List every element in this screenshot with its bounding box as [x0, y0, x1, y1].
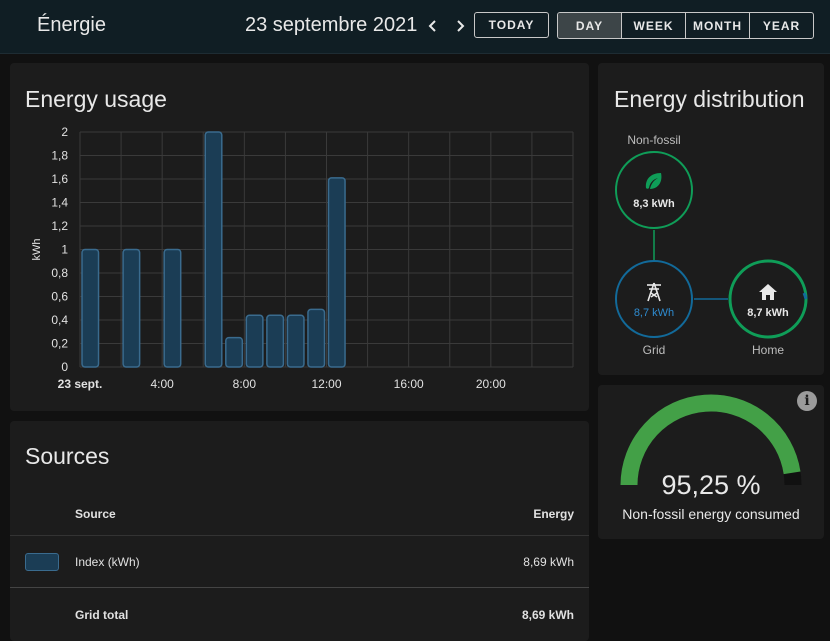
- leaf-icon: [645, 173, 662, 189]
- y-tick-label: 0,2: [51, 337, 68, 351]
- energy-distribution-title: Energy distribution: [614, 86, 805, 112]
- energy-usage-card: Energy usage 0 0,2 0,4 0,6 0,8 1 1,2 1,4 1,6 1,8 2…: [10, 63, 589, 411]
- x-tick-label: 16:00: [394, 377, 424, 391]
- source-name: Index (kWh): [75, 555, 140, 569]
- non-fossil-gauge-card: i 95,25 % Non-fossil energy consumed: [598, 385, 824, 539]
- page-title: Énergie: [37, 14, 106, 36]
- energy-flow-diagram: 8,3 kWh Non-fossil 8,7 kWh Grid 8,7 kWh …: [615, 133, 808, 357]
- y-tick-label: 2: [61, 125, 68, 139]
- gauge-label: Non-fossil energy consumed: [622, 506, 800, 522]
- y-tick-label: 1,4: [51, 196, 68, 210]
- energy-usage-chart: 0 0,2 0,4 0,6 0,8 1 1,2 1,4 1,6 1,8 2 23 sept. 4:00 8…: [31, 125, 574, 391]
- chevron-right-icon[interactable]: [448, 12, 472, 40]
- home-label: Home: [752, 343, 784, 357]
- grid-circle: [615, 260, 693, 338]
- bar: [204, 131, 223, 368]
- transmission-tower-icon: [647, 282, 661, 302]
- table-divider: [10, 535, 589, 536]
- bar: [163, 248, 182, 368]
- grid-value: 8,7 kWh: [634, 307, 674, 319]
- info-icon[interactable]: i: [797, 391, 817, 411]
- home-icon: [759, 284, 777, 300]
- grid-label: Grid: [643, 343, 666, 357]
- x-tick-label: 20:00: [476, 377, 506, 391]
- home-value: 8,7 kWh: [747, 307, 789, 319]
- x-tick-label: 4:00: [150, 377, 174, 391]
- column-header-energy: Energy: [533, 507, 574, 521]
- period-week-button[interactable]: WEEK: [621, 13, 685, 38]
- source-value: 8,69 kWh: [523, 555, 574, 569]
- period-selector: DAY WEEK MONTH YEAR: [557, 12, 814, 39]
- bar: [307, 308, 326, 368]
- non-fossil-value: 8,3 kWh: [633, 198, 675, 210]
- gauge-fill: [620, 394, 801, 486]
- sources-card: Sources Source Energy Index (kWh) 8,69 k…: [10, 421, 589, 641]
- period-year-button[interactable]: YEAR: [749, 13, 813, 38]
- bar: [266, 314, 285, 368]
- x-tick-label: 23 sept.: [58, 377, 103, 391]
- grid-total-label: Grid total: [75, 608, 129, 622]
- non-fossil-circle: [615, 151, 693, 229]
- x-tick-label: 8:00: [233, 377, 257, 391]
- date-label: 23 septembre 2021: [245, 14, 418, 36]
- home-circle: [728, 259, 808, 339]
- chevron-left-icon[interactable]: [421, 12, 445, 40]
- source-color-swatch: [25, 553, 59, 571]
- y-tick-label: 1,2: [51, 219, 68, 233]
- y-tick-label: 0,4: [51, 313, 68, 327]
- y-tick-label: 1,6: [51, 172, 68, 186]
- bar: [122, 248, 141, 368]
- top-bar: Énergie 23 septembre 2021 TODAY DAY WEEK…: [0, 0, 830, 54]
- bar: [286, 314, 305, 368]
- x-tick-label: 12:00: [311, 377, 341, 391]
- bar: [245, 314, 264, 368]
- y-tick-label: 1: [61, 243, 68, 257]
- today-button[interactable]: TODAY: [474, 12, 549, 38]
- bar: [81, 248, 100, 368]
- gauge-value: 95,25 %: [661, 470, 761, 500]
- y-axis-label: kWh: [31, 239, 43, 261]
- period-month-button[interactable]: MONTH: [685, 13, 749, 38]
- y-tick-label: 1,8: [51, 149, 68, 163]
- non-fossil-label: Non-fossil: [627, 133, 680, 147]
- energy-usage-title: Energy usage: [25, 86, 167, 112]
- y-tick-label: 0,8: [51, 266, 68, 280]
- period-day-button[interactable]: DAY: [558, 13, 621, 38]
- y-tick-label: 0,6: [51, 290, 68, 304]
- non-fossil-gauge: [620, 394, 802, 486]
- bar: [225, 336, 244, 368]
- grid-total-value: 8,69 kWh: [521, 608, 574, 622]
- bar: [327, 177, 346, 368]
- sources-title: Sources: [25, 443, 110, 469]
- y-tick-label: 0: [61, 360, 68, 374]
- energy-distribution-card: Energy distribution 8,3 kWh Non-fossil 8…: [598, 63, 824, 375]
- column-header-source: Source: [75, 507, 116, 521]
- table-divider: [10, 587, 589, 588]
